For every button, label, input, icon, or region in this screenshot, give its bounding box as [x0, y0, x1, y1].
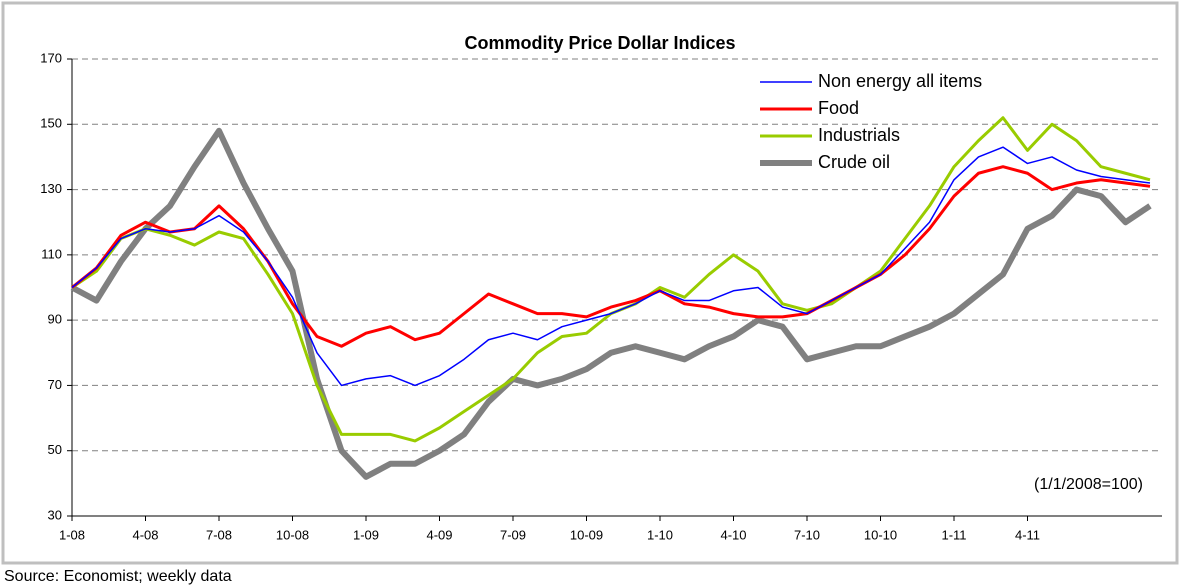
x-tick-label: 7-08 [206, 527, 232, 542]
x-tick-label: 1-11 [941, 527, 966, 542]
legend-label: Crude oil [818, 152, 890, 172]
y-tick-label: 70 [48, 377, 62, 392]
y-tick-label: 170 [40, 50, 62, 65]
series-line [71, 165, 1151, 348]
x-tick-label: 4-10 [720, 527, 746, 542]
x-tick-label: 10-10 [864, 527, 897, 542]
y-tick-label: 30 [48, 507, 62, 522]
x-tick-label: 1-10 [647, 527, 673, 542]
y-tick-label: 50 [48, 442, 62, 457]
source: Source: Economist; weekly data [4, 568, 232, 585]
series-line [70, 127, 1152, 480]
frame [1, 1, 1179, 565]
series-line [71, 146, 1151, 387]
x-tick-label: 10-08 [276, 527, 309, 542]
y-tick-label: 150 [40, 116, 62, 131]
legend-label: Food [818, 98, 859, 118]
annotation: (1/1/2008=100) [1034, 476, 1143, 493]
legend-label: Non energy all items [818, 71, 982, 91]
x-tick-label: 10-09 [570, 527, 603, 542]
y-tick-label: 110 [41, 246, 62, 261]
x-tick-label: 4-11 [1015, 527, 1040, 542]
chart-title: Commodity Price Dollar Indices [464, 33, 735, 53]
y-tick-label: 130 [40, 181, 62, 196]
legend-label: Industrials [818, 125, 900, 145]
x-tick-label: 7-09 [500, 527, 526, 542]
x-tick-label: 1-09 [353, 527, 379, 542]
x-tick-label: 7-10 [794, 527, 820, 542]
x-tick-label: 1-08 [59, 527, 85, 542]
x-tick-label: 4-08 [132, 527, 158, 542]
x-tick-label: 4-09 [426, 527, 452, 542]
y-tick-label: 90 [48, 312, 62, 327]
